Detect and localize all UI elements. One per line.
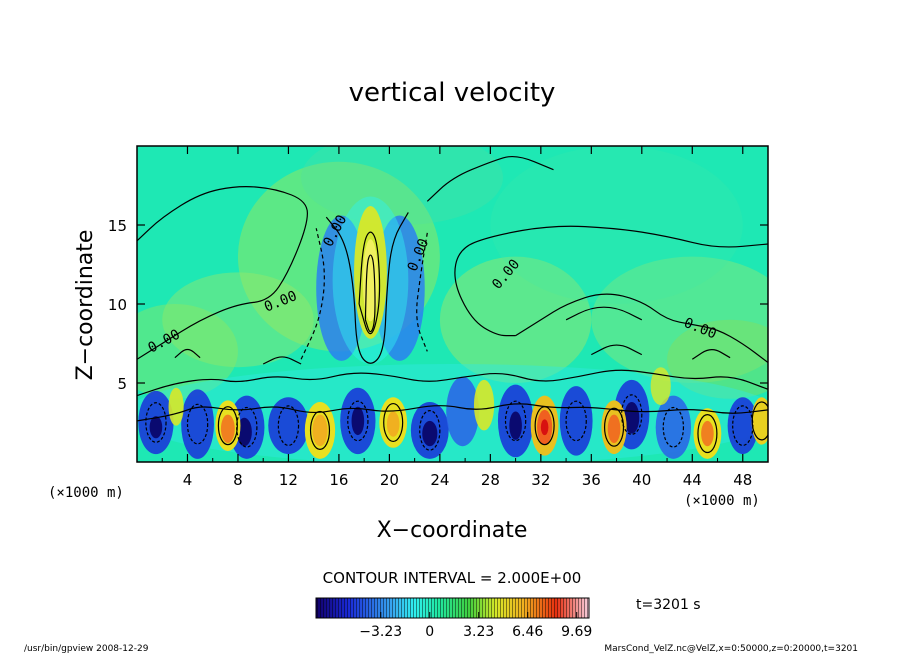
contour-line	[565, 306, 643, 321]
y-tick-label: 15	[108, 217, 127, 235]
contour-line	[358, 231, 381, 335]
y-unit-label: (×1000 m)	[48, 485, 124, 501]
contour-line	[137, 369, 768, 397]
x-tick-label: 12	[279, 471, 298, 489]
x-tick-label: 24	[430, 471, 449, 489]
footer-left: /usr/bin/gpview 2008-12-29	[24, 644, 149, 654]
colorbar-tick-label: 0	[425, 624, 434, 640]
footer-right: MarsCond_VelZ.nc@VelZ,x=0:50000,z=0:2000…	[604, 644, 858, 654]
x-unit-label: (×1000 m)	[684, 493, 760, 509]
x-tick-label: 8	[233, 471, 243, 489]
x-tick-label: 4	[183, 471, 193, 489]
contour-line	[591, 344, 643, 356]
x-tick-label: 28	[481, 471, 500, 489]
y-axis-label: Z−coordinate	[73, 230, 98, 381]
contour-line	[691, 349, 731, 360]
contour-line	[426, 155, 554, 202]
colorbar-tick-label: −3.23	[359, 624, 402, 640]
x-axis-label: X−coordinate	[377, 518, 528, 543]
contour-line	[174, 348, 201, 359]
x-tick-label: 32	[531, 471, 550, 489]
y-tick-label: 5	[117, 375, 127, 393]
x-tick-label: 16	[329, 471, 348, 489]
contour-line	[454, 225, 768, 337]
contour-line	[137, 186, 309, 360]
time-label: t=3201 s	[636, 597, 701, 613]
colorbar-tick-label: 3.23	[463, 624, 494, 640]
contour-line	[262, 356, 302, 365]
x-tick-label: 44	[683, 471, 702, 489]
chart-title: vertical velocity	[349, 78, 556, 108]
x-tick-label: 40	[632, 471, 651, 489]
x-tick-label: 48	[733, 471, 752, 489]
colorbar-tick-label: 9.69	[561, 624, 592, 640]
y-tick-label: 10	[108, 296, 127, 314]
contour-line	[515, 293, 768, 363]
contour-line	[325, 212, 409, 364]
contour-line	[137, 403, 768, 422]
contour-interval-label: CONTOUR INTERVAL = 2.000E+00	[323, 569, 582, 587]
colorbar-tick-label: 6.46	[512, 624, 543, 640]
x-tick-label: 36	[582, 471, 601, 489]
contour-line	[364, 254, 376, 333]
x-tick-label: 20	[380, 471, 399, 489]
plot-area	[137, 146, 768, 462]
contour-line	[416, 232, 428, 352]
